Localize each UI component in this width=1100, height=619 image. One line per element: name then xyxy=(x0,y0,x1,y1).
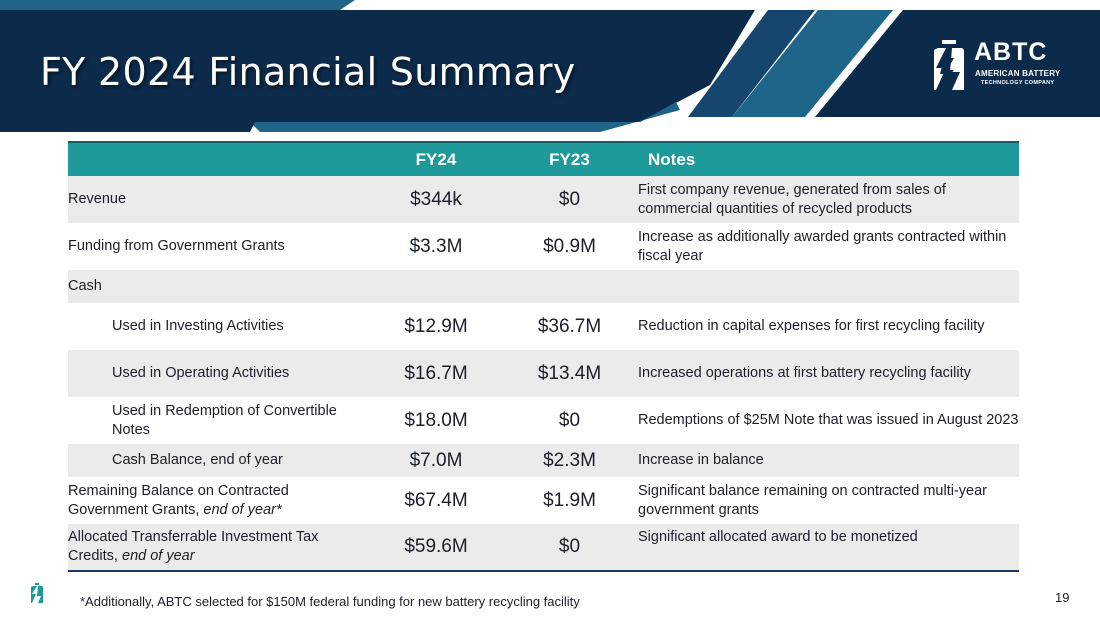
table-row: Funding from Government Grants $3.3M $0.… xyxy=(68,223,1019,270)
banner-light-strip xyxy=(0,0,355,10)
table-row: Used in Redemption of Convertible Notes … xyxy=(68,397,1019,444)
table-row: Revenue $344k $0 First company revenue, … xyxy=(68,176,1019,223)
fy24-value: $344k xyxy=(371,176,501,223)
table-header-row: FY24 FY23 Notes xyxy=(68,141,1019,176)
banner-light-stripe xyxy=(732,10,893,117)
row-label: Revenue xyxy=(68,176,371,223)
table-row: Cash xyxy=(68,270,1019,303)
row-label: Used in Operating Activities xyxy=(68,350,371,397)
row-label: Used in Investing Activities xyxy=(68,303,371,350)
fy23-value: $0 xyxy=(501,176,638,223)
fy24-value: $12.9M xyxy=(371,303,501,350)
row-label: Funding from Government Grants xyxy=(68,223,371,270)
table-row: Cash Balance, end of year $7.0M $2.3M In… xyxy=(68,444,1019,477)
row-label: Cash xyxy=(68,270,371,303)
fy24-value: $3.3M xyxy=(371,223,501,270)
header-banner xyxy=(0,0,1100,132)
fy23-value: $36.7M xyxy=(501,303,638,350)
fy23-value: $13.4M xyxy=(501,350,638,397)
slide-title: FY 2024 Financial Summary xyxy=(40,50,576,94)
row-note: Reduction in capital expenses for first … xyxy=(638,303,1019,350)
fy24-value: $7.0M xyxy=(371,444,501,477)
banner-dark-tail xyxy=(0,122,255,132)
header-fy23: FY23 xyxy=(501,141,638,176)
footnote: *Additionally, ABTC selected for $150M f… xyxy=(80,594,580,609)
row-label: Used in Redemption of Convertible Notes xyxy=(68,397,371,444)
abtc-logo: ABTC AMERICAN BATTERY TECHNOLOGY COMPANY xyxy=(930,38,1060,94)
row-label: Allocated Transferrable Investment Tax C… xyxy=(68,524,371,571)
logo-company-line2: TECHNOLOGY COMPANY xyxy=(981,80,1055,86)
header-blank xyxy=(68,141,371,176)
header-notes: Notes xyxy=(638,141,1019,176)
small-battery-logo-icon xyxy=(31,583,43,603)
row-label-text: Remaining Balance on Contracted Governme… xyxy=(68,482,289,518)
row-note: Increase in balance xyxy=(638,444,1019,477)
row-note xyxy=(638,270,1019,303)
fy24-value: $59.6M xyxy=(371,524,501,571)
fy23-value: $0 xyxy=(501,524,638,571)
financial-summary-table: FY24 FY23 Notes Revenue $344k $0 First c… xyxy=(68,141,1019,572)
row-note: Increased operations at first battery re… xyxy=(638,350,1019,397)
logo-abbreviation: ABTC xyxy=(974,38,1048,66)
row-label: Cash Balance, end of year xyxy=(68,444,371,477)
banner-blue-shape xyxy=(250,102,680,132)
fy23-value: $0 xyxy=(501,397,638,444)
row-note: Increase as additionally awarded grants … xyxy=(638,223,1019,270)
table-row: Used in Investing Activities $12.9M $36.… xyxy=(68,303,1019,350)
fy23-value: $2.3M xyxy=(501,444,638,477)
battery-logo-icon xyxy=(934,40,964,90)
row-note: Significant allocated award to be moneti… xyxy=(638,524,1019,571)
header-fy24: FY24 xyxy=(371,141,501,176)
fy23-value: $0.9M xyxy=(501,223,638,270)
row-label: Remaining Balance on Contracted Governme… xyxy=(68,477,371,524)
row-label-emphasis: end of year xyxy=(122,548,195,564)
row-label-emphasis: end of year* xyxy=(203,501,282,518)
table-row: Allocated Transferrable Investment Tax C… xyxy=(68,524,1019,571)
logo-company-line1: AMERICAN BATTERY xyxy=(975,69,1061,78)
fy24-value: $67.4M xyxy=(371,477,501,524)
fy24-value: $16.7M xyxy=(371,350,501,397)
banner-mid-stripe xyxy=(688,10,815,117)
table-row: Remaining Balance on Contracted Governme… xyxy=(68,477,1019,524)
banner-dark-shape xyxy=(0,10,755,122)
row-note: First company revenue, generated from sa… xyxy=(638,176,1019,223)
table-row: Used in Operating Activities $16.7M $13.… xyxy=(68,350,1019,397)
fy23-value: $1.9M xyxy=(501,477,638,524)
row-label-text: Allocated Transferrable Investment Tax C… xyxy=(68,529,319,564)
fy24-value: $18.0M xyxy=(371,397,501,444)
page-number: 19 xyxy=(1055,590,1070,605)
row-note: Significant balance remaining on contrac… xyxy=(638,477,1019,524)
fy23-value xyxy=(501,270,638,303)
row-note: Redemptions of $25M Note that was issued… xyxy=(638,397,1019,444)
fy24-value xyxy=(371,270,501,303)
